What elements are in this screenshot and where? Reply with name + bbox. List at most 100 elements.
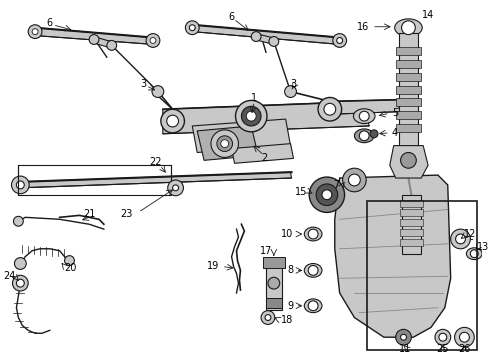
Polygon shape [197, 126, 258, 160]
Text: 2: 2 [261, 153, 267, 163]
Circle shape [333, 33, 346, 48]
Text: 19: 19 [207, 261, 219, 271]
Bar [395, 60, 421, 68]
Text: 3: 3 [140, 79, 146, 89]
Bar [266, 298, 282, 308]
Bar [367, 201, 477, 350]
Circle shape [268, 277, 280, 289]
Text: 14: 14 [422, 10, 434, 20]
Polygon shape [390, 145, 428, 178]
Circle shape [401, 153, 416, 168]
Circle shape [456, 234, 466, 244]
Circle shape [309, 177, 344, 212]
Circle shape [435, 329, 451, 345]
Circle shape [11, 176, 29, 194]
Circle shape [322, 190, 332, 200]
Circle shape [470, 250, 478, 258]
Circle shape [460, 332, 469, 342]
Circle shape [316, 184, 338, 206]
Circle shape [269, 37, 279, 46]
Polygon shape [19, 172, 292, 188]
Circle shape [308, 301, 318, 311]
Text: 24: 24 [3, 271, 15, 281]
Circle shape [359, 131, 369, 141]
Circle shape [242, 106, 261, 126]
Text: 12: 12 [465, 229, 477, 239]
Ellipse shape [353, 109, 375, 123]
Text: 18: 18 [281, 315, 293, 324]
Polygon shape [330, 99, 412, 114]
Circle shape [404, 100, 414, 110]
Circle shape [168, 180, 183, 196]
Bar [400, 200, 423, 207]
Polygon shape [232, 144, 294, 163]
Circle shape [246, 111, 256, 121]
Circle shape [236, 100, 267, 132]
Circle shape [399, 95, 418, 115]
Circle shape [16, 181, 24, 189]
Circle shape [265, 315, 271, 320]
Bar [395, 48, 421, 55]
Bar [400, 229, 423, 236]
Text: 20: 20 [65, 264, 77, 274]
Circle shape [16, 279, 24, 287]
Text: 17: 17 [260, 246, 272, 256]
Polygon shape [92, 37, 114, 48]
Circle shape [211, 130, 239, 157]
Circle shape [152, 86, 164, 98]
Text: 5: 5 [392, 108, 398, 118]
Text: 26: 26 [458, 344, 470, 354]
Circle shape [451, 229, 470, 249]
Circle shape [343, 168, 366, 192]
Circle shape [370, 130, 378, 138]
Circle shape [261, 311, 275, 324]
Polygon shape [163, 102, 369, 134]
Circle shape [318, 98, 342, 121]
Circle shape [13, 216, 24, 226]
Text: 23: 23 [120, 210, 133, 219]
Text: 3: 3 [291, 79, 296, 89]
Circle shape [308, 265, 318, 275]
Bar [395, 124, 421, 132]
Circle shape [172, 185, 178, 191]
Circle shape [150, 37, 156, 44]
Circle shape [401, 334, 407, 340]
Circle shape [189, 25, 195, 31]
Circle shape [285, 86, 296, 98]
Polygon shape [192, 25, 340, 44]
Text: 16: 16 [357, 22, 369, 32]
Circle shape [32, 29, 38, 35]
Circle shape [439, 333, 447, 341]
Circle shape [395, 329, 412, 345]
Bar [266, 261, 282, 310]
Ellipse shape [304, 264, 322, 277]
Bar [399, 33, 418, 150]
Bar [400, 210, 423, 216]
Polygon shape [35, 28, 153, 44]
Bar [402, 195, 421, 254]
Bar [19, 165, 171, 195]
Ellipse shape [354, 129, 374, 143]
Circle shape [167, 115, 178, 127]
Text: 15: 15 [295, 187, 307, 197]
Text: 11: 11 [399, 344, 412, 354]
Text: 25: 25 [437, 344, 449, 354]
Bar [400, 239, 423, 246]
Polygon shape [192, 119, 291, 153]
Circle shape [251, 32, 261, 41]
Circle shape [161, 109, 184, 133]
Text: 10: 10 [281, 229, 294, 239]
Circle shape [146, 33, 160, 48]
Circle shape [348, 174, 360, 186]
Text: 9: 9 [287, 301, 294, 311]
Ellipse shape [304, 299, 322, 312]
Circle shape [324, 103, 336, 115]
Circle shape [107, 40, 117, 50]
Polygon shape [335, 175, 451, 337]
Circle shape [217, 136, 233, 152]
Text: 21: 21 [83, 210, 96, 219]
Bar [395, 111, 421, 119]
Ellipse shape [304, 227, 322, 241]
Circle shape [337, 37, 343, 44]
Bar [395, 98, 421, 106]
